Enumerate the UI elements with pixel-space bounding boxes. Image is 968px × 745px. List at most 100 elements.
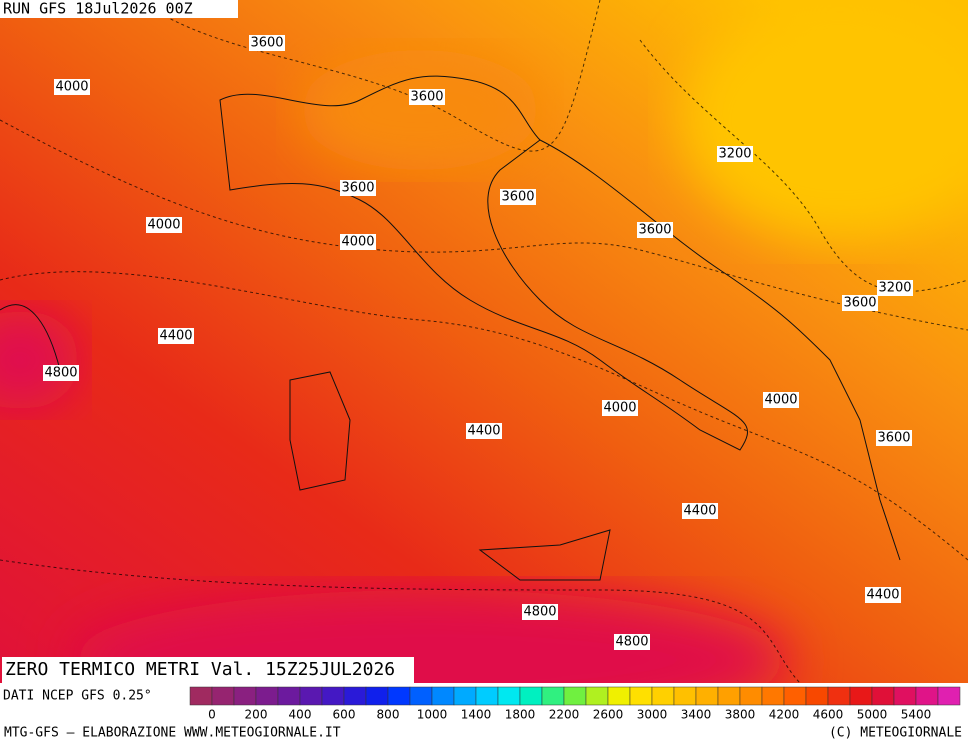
color-swatch	[409, 686, 433, 706]
color-swatch	[783, 686, 807, 706]
color-swatch	[475, 686, 499, 706]
color-swatch	[277, 686, 301, 706]
contour-label: 3600	[638, 223, 671, 238]
color-swatch	[497, 686, 521, 706]
color-swatch	[651, 686, 675, 706]
color-swatch	[387, 686, 411, 706]
color-swatch	[849, 686, 873, 706]
colorbar-tick-label: 1800	[505, 708, 536, 722]
contour-label-box	[682, 503, 718, 519]
map	[0, 0, 968, 730]
contour-label: 3600	[410, 90, 443, 105]
color-swatch	[233, 686, 257, 706]
color-swatch	[893, 686, 917, 706]
contour-label: 4400	[159, 329, 192, 344]
color-swatch	[255, 686, 279, 706]
contour-label: 3600	[341, 181, 374, 196]
contour-label: 3600	[843, 296, 876, 311]
color-swatch	[871, 686, 895, 706]
color-swatch	[717, 686, 741, 706]
map-title: ZERO TERMICO METRI Val. 15Z25JUL2026	[5, 659, 395, 680]
contour-label: 4000	[147, 218, 180, 233]
contour-label-box	[637, 222, 673, 238]
colorbar-tick-label: 1000	[417, 708, 448, 722]
contour-label: 4400	[467, 424, 500, 439]
contour-label: 4000	[764, 393, 797, 408]
colorbar-tick-label: 400	[289, 708, 312, 722]
color-swatch	[585, 686, 609, 706]
color-swatch	[189, 686, 213, 706]
contour-label-box	[43, 365, 79, 381]
contour-label-box	[877, 280, 913, 296]
contour-label: 3200	[718, 147, 751, 162]
colorbar-tick-label: 3400	[681, 708, 712, 722]
colorbar-tick-label: 3000	[637, 708, 668, 722]
contour-label: 3600	[501, 190, 534, 205]
color-swatch	[607, 686, 631, 706]
colorbar: 0 200 400 600 800 1000 1400 1800 2200 2600 3000 340…	[189, 686, 961, 722]
color-swatch	[541, 686, 565, 706]
contour-label: 3600	[877, 431, 910, 446]
colorbar-tick-label: 200	[245, 708, 268, 722]
contour-label-box	[865, 587, 901, 603]
color-swatch	[629, 686, 653, 706]
color-swatch	[915, 686, 939, 706]
colorbar-tick-label: 1400	[461, 708, 492, 722]
contour-label-box	[500, 189, 536, 205]
contour-label-box	[876, 430, 912, 446]
credit: MTG-GFS — ELABORAZIONE WWW.METEOGIORNALE…	[4, 726, 341, 741]
contour-label: 3200	[878, 281, 911, 296]
contour-label: 4800	[615, 635, 648, 650]
color-swatch	[343, 686, 367, 706]
colorbar-tick-label: 600	[333, 708, 356, 722]
colorbar-tick-label: 5400	[901, 708, 932, 722]
contour-label-box	[340, 180, 376, 196]
contour-label-box	[249, 35, 285, 51]
contour-labels: 3600400036003200360036004000400036003200…	[43, 35, 913, 650]
contour-label: 4000	[55, 80, 88, 95]
colorbar-tick-label: 4600	[813, 708, 844, 722]
color-swatch	[453, 686, 477, 706]
contour-label-box	[158, 328, 194, 344]
colorbar-tick-label: 4200	[769, 708, 800, 722]
contour-label-box	[717, 146, 753, 162]
contour-label: 3600	[250, 36, 283, 51]
run-label: RUN GFS 18Jul2026 00Z	[3, 0, 193, 18]
color-swatch	[805, 686, 829, 706]
contour-label-box	[340, 234, 376, 250]
contour-label-box	[602, 400, 638, 416]
contour-label-box	[146, 217, 182, 233]
color-swatch	[321, 686, 345, 706]
contour-label: 4800	[44, 366, 77, 381]
color-swatch	[673, 686, 697, 706]
contour-label: 4000	[341, 235, 374, 250]
contour-label: 4800	[523, 605, 556, 620]
color-swatch	[695, 686, 719, 706]
header-box	[0, 0, 238, 18]
contour-label: 4400	[866, 588, 899, 603]
color-swatch	[519, 686, 543, 706]
color-swatch	[563, 686, 587, 706]
contour-label-box	[54, 79, 90, 95]
contour-label-box	[466, 423, 502, 439]
colorbar-tick-label: 800	[377, 708, 400, 722]
color-swatch	[365, 686, 389, 706]
colorbar-tick-label: 5000	[857, 708, 888, 722]
color-swatch	[937, 686, 961, 706]
source-label: DATI NCEP GFS 0.25°	[3, 689, 152, 704]
copyright: (C) METEOGIORNALE	[829, 726, 962, 741]
colorbar-tick-label: 0	[208, 708, 216, 722]
color-swatch	[431, 686, 455, 706]
color-swatch	[739, 686, 763, 706]
contour-label: 4000	[603, 401, 636, 416]
contour-label-box	[614, 634, 650, 650]
contour-label: 4400	[683, 504, 716, 519]
contour-label-box	[763, 392, 799, 408]
contour-label-box	[409, 89, 445, 105]
color-swatch	[211, 686, 235, 706]
colorbar-tick-label: 2200	[549, 708, 580, 722]
contour-label-box	[522, 604, 558, 620]
color-swatch	[761, 686, 785, 706]
color-swatch	[299, 686, 323, 706]
